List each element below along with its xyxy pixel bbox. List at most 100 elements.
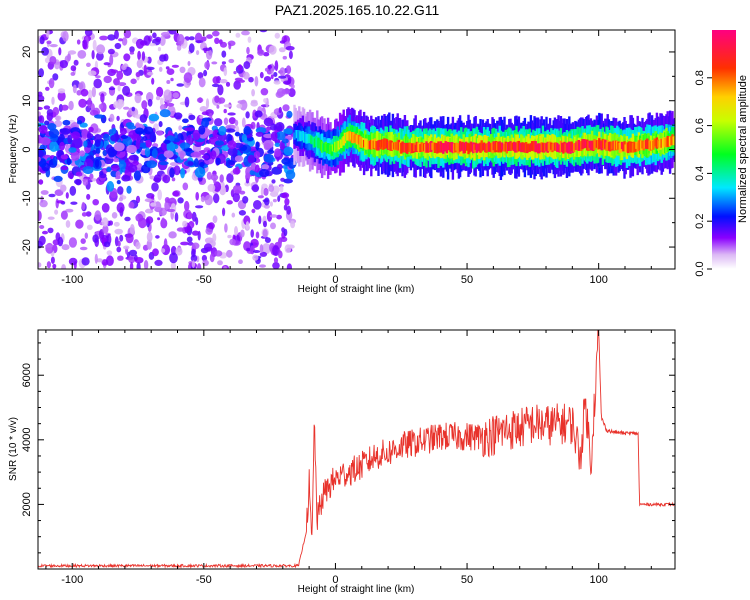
noise-speckle xyxy=(176,227,185,232)
y-tick-label: 4000 xyxy=(21,428,33,452)
noise-blob xyxy=(194,167,206,178)
noise-speckle xyxy=(260,186,264,197)
signal-cell xyxy=(380,139,384,148)
noise-blob xyxy=(79,122,88,128)
noise-speckle xyxy=(255,231,260,239)
noise-speckle xyxy=(103,75,112,84)
signal-cell xyxy=(434,143,438,151)
noise-speckle xyxy=(202,47,211,51)
noise-blob xyxy=(38,125,48,134)
noise-speckle xyxy=(116,202,125,213)
noise-speckle xyxy=(186,212,193,220)
noise-speckle xyxy=(145,208,151,213)
noise-blob xyxy=(227,140,237,150)
noise-speckle xyxy=(91,86,96,98)
noise-speckle xyxy=(106,250,113,256)
noise-speckle xyxy=(223,266,227,269)
noise-speckle xyxy=(269,201,273,207)
noise-speckle xyxy=(145,216,154,224)
noise-speckle xyxy=(44,57,51,64)
noise-blob xyxy=(255,131,264,137)
noise-speckle xyxy=(171,64,179,68)
noise-blob xyxy=(188,114,196,121)
noise-speckle xyxy=(259,71,264,79)
noise-blob xyxy=(75,171,83,177)
noise-speckle xyxy=(266,210,273,222)
noise-speckle xyxy=(152,32,157,39)
noise-speckle xyxy=(252,254,259,261)
noise-speckle xyxy=(268,45,277,55)
noise-speckle xyxy=(236,103,243,109)
noise-blob xyxy=(285,169,296,180)
noise-speckle xyxy=(163,238,168,250)
noise-speckle xyxy=(70,71,76,76)
noise-speckle xyxy=(141,100,148,110)
noise-speckle xyxy=(114,30,119,40)
noise-speckle xyxy=(223,67,228,77)
noise-blob xyxy=(110,134,119,142)
signal-cell xyxy=(398,142,402,153)
noise-speckle xyxy=(38,142,42,147)
signal-cell xyxy=(404,143,408,153)
noise-speckle xyxy=(117,240,121,247)
noise-speckle xyxy=(87,89,93,100)
noise-speckle xyxy=(131,106,135,112)
figure-title: PAZ1.2025.165.10.22.G11 xyxy=(275,2,440,18)
noise-speckle xyxy=(195,40,204,44)
noise-speckle xyxy=(228,117,236,125)
noise-speckle xyxy=(114,228,123,235)
noise-speckle xyxy=(82,39,88,50)
noise-blob xyxy=(60,127,71,135)
noise-speckle xyxy=(278,75,287,79)
signal-cell xyxy=(350,132,354,144)
noise-speckle xyxy=(207,183,216,192)
noise-speckle xyxy=(160,31,170,37)
noise-speckle xyxy=(273,72,278,77)
noise-speckle xyxy=(157,217,161,221)
noise-speckle xyxy=(207,222,215,230)
noise-speckle xyxy=(55,198,59,209)
noise-blob xyxy=(183,127,195,132)
noise-speckle xyxy=(93,78,102,89)
noise-speckle xyxy=(87,97,92,109)
noise-blob xyxy=(38,156,41,162)
noise-speckle xyxy=(164,197,170,203)
noise-speckle xyxy=(105,255,114,266)
noise-speckle xyxy=(285,46,295,51)
noise-blob xyxy=(247,154,255,164)
noise-speckle xyxy=(206,34,213,39)
noise-speckle xyxy=(45,86,50,91)
noise-blob xyxy=(274,142,281,147)
noise-speckle xyxy=(233,80,241,90)
noise-blob xyxy=(169,167,175,178)
x-tick-label: 100 xyxy=(589,574,607,586)
noise-speckle xyxy=(129,46,135,53)
x-tick-label: -50 xyxy=(196,274,212,286)
noise-blob xyxy=(82,166,94,175)
y-tick-label: -20 xyxy=(21,239,33,255)
snr-series-line xyxy=(38,330,675,569)
noise-blob xyxy=(218,125,227,136)
noise-speckle xyxy=(267,64,273,69)
noise-speckle xyxy=(182,220,188,228)
noise-blob xyxy=(215,157,221,166)
y-tick-label: -10 xyxy=(21,190,33,206)
noise-speckle xyxy=(129,224,135,235)
noise-speckle xyxy=(199,106,208,112)
noise-speckle xyxy=(143,64,147,75)
noise-speckle xyxy=(251,89,256,97)
signal-cell xyxy=(356,134,360,143)
signal-cell xyxy=(476,143,480,152)
noise-speckle xyxy=(40,195,44,203)
noise-speckle xyxy=(249,245,255,255)
noise-speckle xyxy=(176,45,182,51)
noise-speckle xyxy=(178,125,183,131)
noise-blob xyxy=(283,146,294,156)
noise-speckle xyxy=(168,30,177,35)
noise-speckle xyxy=(61,104,69,111)
noise-speckle xyxy=(113,101,119,109)
noise-speckle xyxy=(68,257,78,266)
noise-speckle xyxy=(47,216,55,220)
signal-cell xyxy=(410,143,414,154)
